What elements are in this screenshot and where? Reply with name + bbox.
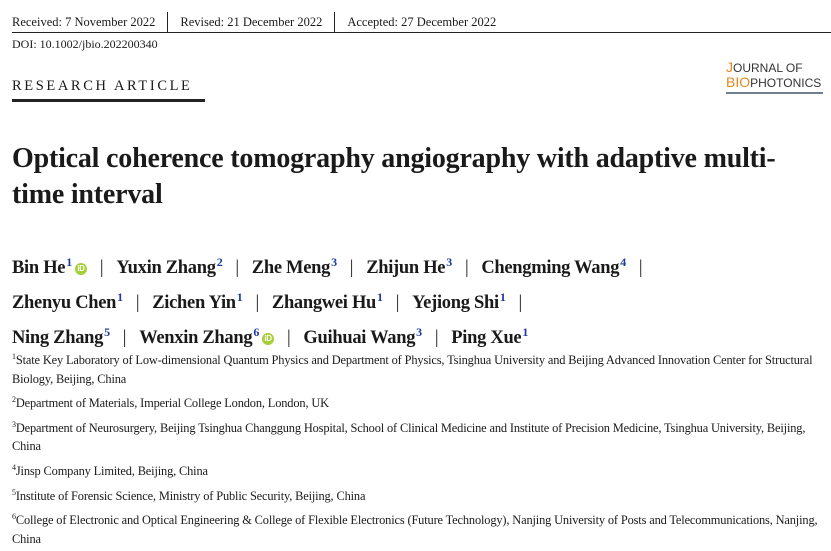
logo-text: OURNAL OF	[733, 61, 803, 75]
author-separator: |	[434, 328, 439, 349]
author[interactable]: Guihuai Wang3	[303, 325, 422, 349]
author-line: Bin He1 iD | Yuxin Zhang2 | Zhe Meng3 | Zhijun …	[12, 248, 827, 283]
author-separator: |	[135, 293, 140, 314]
author-name: Yuxin Zhang	[116, 258, 216, 279]
affiliation-text: Department of Neurosurgery, Beijing Tsin…	[12, 420, 806, 454]
author-separator: |	[395, 293, 400, 314]
article-history: Received: 7 November 2022 Revised: 21 De…	[12, 12, 831, 33]
affiliation-marker[interactable]: 1	[117, 290, 123, 305]
affiliation-number: 3	[12, 419, 16, 429]
author-name: Wenxin Zhang	[139, 328, 253, 349]
author-separator: |	[518, 293, 523, 314]
affiliation-number: 1	[12, 352, 16, 361]
affiliation-marker[interactable]: 3	[446, 255, 452, 269]
affiliation-marker[interactable]: 2	[216, 255, 223, 269]
author-separator: |	[287, 328, 291, 349]
orcid-icon[interactable]: iD	[262, 333, 275, 346]
logo-initial: BIO	[726, 74, 751, 90]
doi[interactable]: DOI: 10.1002/jbio.202200340	[12, 37, 158, 51]
author[interactable]: Bin He1 iD	[12, 255, 87, 279]
affiliation-text: Department of Materials, Imperial Colleg…	[15, 396, 329, 411]
journal-logo: JOURNAL OF BIOPHOTONICS	[726, 60, 823, 94]
affiliation-marker[interactable]: 5	[104, 325, 110, 340]
author[interactable]: Chengming Wang4	[481, 255, 626, 279]
author-separator: |	[638, 258, 643, 279]
author-separator: |	[255, 293, 260, 314]
author-name: Guihuai Wang	[303, 328, 416, 349]
affiliation-number: 5	[12, 487, 16, 497]
author[interactable]: Zhe Meng3	[251, 255, 337, 279]
author[interactable]: Zhenyu Chen1	[12, 290, 123, 314]
logo-text: PHOTONICS	[750, 76, 822, 90]
affiliations: 1State Key Laboratory of Low-dimensional…	[12, 348, 822, 551]
affiliation-marker[interactable]: 1	[377, 290, 383, 305]
author-name: Zhangwei Hu	[271, 293, 377, 314]
orcid-icon[interactable]: iD	[74, 263, 87, 276]
affiliation-number: 6	[12, 512, 16, 522]
author[interactable]: Ping Xue1	[451, 325, 529, 349]
author-name: Ping Xue	[451, 328, 522, 349]
author-line: Zhenyu Chen1 | Zichen Yin1 | Zhangwei Hu1 | Ye…	[12, 283, 827, 318]
author[interactable]: Ning Zhang5	[12, 325, 110, 349]
author-name: Zhe Meng	[251, 258, 331, 279]
affiliation-marker[interactable]: 1	[66, 255, 72, 269]
author-separator: |	[464, 258, 469, 279]
revised-date: Revised: 21 December 2022	[167, 12, 334, 32]
accepted-date: Accepted: 27 December 2022	[334, 12, 508, 32]
author-separator: |	[99, 258, 104, 279]
author-name: Yejiong Shi	[412, 293, 499, 314]
affiliation: 6College of Electronic and Optical Engin…	[12, 508, 822, 548]
affiliation: 3Department of Neurosurgery, Beijing Tsi…	[12, 416, 822, 456]
author[interactable]: Zhijun He3	[366, 255, 452, 279]
affiliation: 5Institute of Forensic Science, Ministry…	[12, 484, 822, 506]
author-name: Ning Zhang	[12, 328, 104, 349]
author[interactable]: Yejiong Shi1	[412, 290, 506, 314]
article-title: Optical coherence tomography angiography…	[12, 143, 776, 210]
affiliation-text: Institute of Forensic Science, Ministry …	[15, 488, 366, 503]
author-name: Zhijun He	[366, 258, 446, 279]
affiliation: 4Jinsp Company Limited, Beijing, China	[12, 459, 822, 481]
affiliation-text: Jinsp Company Limited, Beijing, China	[15, 464, 208, 478]
affiliation-number: 2	[12, 395, 16, 405]
author-list: Bin He1 iD | Yuxin Zhang2 | Zhe Meng3 | Zhijun …	[12, 248, 827, 353]
affiliation-marker[interactable]: 3	[331, 255, 337, 269]
affiliation-marker[interactable]: 1	[499, 290, 506, 305]
author-name: Chengming Wang	[481, 258, 620, 279]
author-separator: |	[122, 328, 127, 349]
author-name: Zichen Yin	[152, 293, 236, 314]
author[interactable]: Zhangwei Hu1	[271, 290, 383, 314]
article-type: RESEARCH ARTICLE	[12, 78, 205, 102]
logo-initial: J	[726, 59, 733, 75]
author-separator: |	[349, 258, 354, 279]
affiliation-marker[interactable]: 6	[253, 325, 260, 340]
affiliation-number: 4	[12, 462, 16, 472]
affiliation-marker[interactable]: 1	[236, 290, 243, 305]
affiliation: 1State Key Laboratory of Low-dimensional…	[12, 348, 822, 388]
author[interactable]: Wenxin Zhang6 iD	[139, 325, 275, 349]
author-name: Zhenyu Chen	[12, 293, 117, 314]
affiliation: 2Department of Materials, Imperial Colle…	[12, 391, 822, 413]
author-separator: |	[235, 258, 239, 279]
author[interactable]: Yuxin Zhang2	[116, 255, 223, 279]
affiliation-text: State Key Laboratory of Low-dimensional …	[12, 353, 813, 386]
affiliation-marker[interactable]: 4	[620, 255, 626, 269]
author[interactable]: Zichen Yin1	[152, 290, 243, 314]
affiliation-marker[interactable]: 1	[522, 325, 529, 340]
received-date: Received: 7 November 2022	[12, 15, 156, 29]
affiliation-text: College of Electronic and Optical Engine…	[12, 513, 818, 546]
affiliation-marker[interactable]: 3	[416, 325, 422, 340]
author-name: Bin He	[12, 258, 66, 279]
author-line: Ning Zhang5 | Wenxin Zhang6 iD | Guihuai Wang…	[12, 318, 827, 353]
